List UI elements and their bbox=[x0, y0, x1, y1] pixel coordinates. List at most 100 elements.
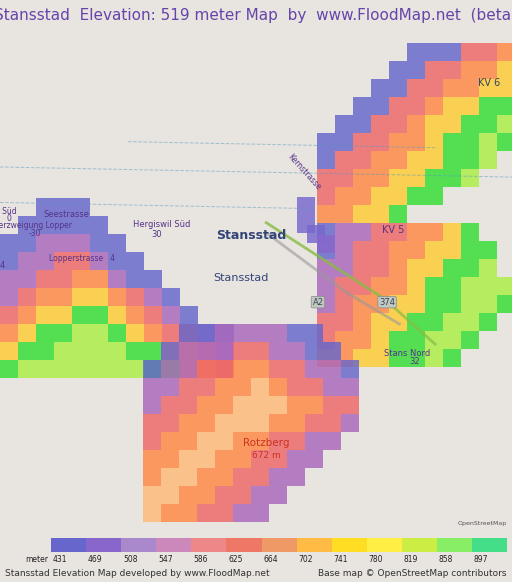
Bar bbox=[86, 538, 121, 552]
Bar bbox=[108, 253, 126, 271]
Bar bbox=[425, 133, 443, 151]
Bar bbox=[0, 324, 18, 342]
Bar bbox=[233, 450, 251, 468]
Bar bbox=[425, 277, 443, 295]
Bar bbox=[479, 97, 498, 115]
Bar bbox=[479, 151, 498, 169]
Bar bbox=[353, 349, 371, 367]
Bar bbox=[144, 360, 162, 378]
Bar bbox=[498, 61, 512, 79]
Text: 780: 780 bbox=[369, 555, 383, 563]
Bar bbox=[54, 324, 72, 342]
Bar bbox=[156, 538, 191, 552]
Bar bbox=[353, 133, 371, 151]
Bar bbox=[443, 349, 461, 367]
Bar bbox=[18, 324, 36, 342]
Bar bbox=[371, 349, 390, 367]
Bar bbox=[18, 235, 36, 253]
Bar bbox=[353, 151, 371, 169]
Bar bbox=[342, 396, 359, 414]
Text: Seestrasse: Seestrasse bbox=[44, 210, 90, 219]
Bar bbox=[443, 79, 461, 97]
Bar bbox=[36, 253, 54, 271]
Bar bbox=[443, 277, 461, 295]
Text: 547: 547 bbox=[158, 555, 173, 563]
Bar bbox=[353, 313, 371, 331]
Bar bbox=[269, 360, 287, 378]
Bar bbox=[179, 396, 197, 414]
Bar bbox=[251, 504, 269, 522]
Bar bbox=[425, 331, 443, 349]
Bar bbox=[443, 61, 461, 79]
Bar bbox=[197, 396, 216, 414]
Bar bbox=[390, 97, 408, 115]
Bar bbox=[317, 235, 335, 253]
Bar bbox=[54, 289, 72, 307]
Bar bbox=[461, 241, 479, 259]
Bar bbox=[408, 277, 425, 295]
Bar bbox=[371, 331, 390, 349]
Bar bbox=[269, 342, 287, 360]
Bar bbox=[498, 295, 512, 313]
Bar bbox=[408, 43, 425, 61]
Bar bbox=[317, 133, 335, 151]
Bar bbox=[335, 295, 353, 313]
Bar bbox=[353, 205, 371, 223]
Bar bbox=[425, 223, 443, 241]
Bar bbox=[342, 414, 359, 432]
Bar bbox=[198, 342, 216, 360]
Bar bbox=[425, 313, 443, 331]
Bar bbox=[198, 324, 216, 342]
Text: wil Süd: wil Süd bbox=[0, 207, 16, 215]
Bar bbox=[90, 324, 108, 342]
Bar bbox=[143, 396, 161, 414]
Bar bbox=[305, 432, 324, 450]
Bar bbox=[335, 241, 353, 259]
Bar bbox=[197, 432, 216, 450]
Bar bbox=[126, 253, 144, 271]
Bar bbox=[143, 486, 161, 504]
Bar bbox=[390, 151, 408, 169]
Bar bbox=[162, 307, 180, 324]
Bar bbox=[390, 241, 408, 259]
Bar bbox=[371, 313, 390, 331]
Bar bbox=[161, 450, 179, 468]
Bar bbox=[461, 331, 479, 349]
Text: 819: 819 bbox=[403, 555, 418, 563]
Bar bbox=[72, 360, 90, 378]
Bar bbox=[0, 289, 18, 307]
Bar bbox=[498, 97, 512, 115]
Bar bbox=[18, 253, 36, 271]
Bar bbox=[390, 277, 408, 295]
Bar bbox=[317, 349, 335, 367]
Bar bbox=[390, 259, 408, 277]
Bar bbox=[408, 79, 425, 97]
Bar bbox=[54, 307, 72, 324]
Bar bbox=[479, 259, 498, 277]
Bar bbox=[18, 360, 36, 378]
Bar bbox=[287, 396, 305, 414]
Bar bbox=[353, 223, 371, 241]
Bar bbox=[162, 342, 180, 360]
Bar bbox=[143, 450, 161, 468]
Bar bbox=[287, 450, 305, 468]
Bar bbox=[251, 342, 269, 360]
Bar bbox=[371, 79, 390, 97]
Text: 702: 702 bbox=[298, 555, 313, 563]
Bar bbox=[461, 79, 479, 97]
Bar bbox=[72, 217, 90, 235]
Bar bbox=[36, 217, 54, 235]
Bar bbox=[269, 432, 287, 450]
Bar bbox=[335, 277, 353, 295]
Bar bbox=[233, 360, 251, 378]
Bar bbox=[353, 169, 371, 187]
Bar bbox=[36, 307, 54, 324]
Bar bbox=[461, 151, 479, 169]
Bar bbox=[216, 378, 233, 396]
Bar bbox=[425, 79, 443, 97]
Bar bbox=[498, 133, 512, 151]
Text: Stansstad: Stansstad bbox=[216, 229, 286, 242]
Bar bbox=[36, 289, 54, 307]
Bar bbox=[233, 342, 251, 360]
Bar bbox=[108, 271, 126, 289]
